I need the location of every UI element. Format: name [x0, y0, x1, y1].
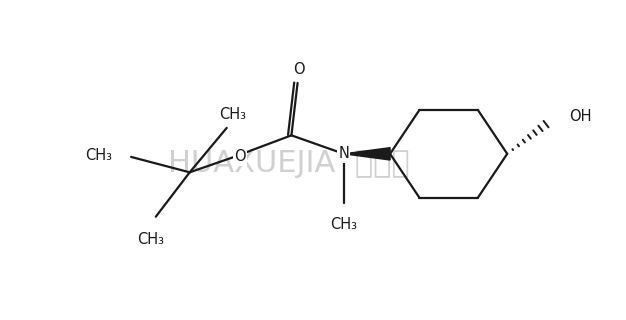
Text: CH₃: CH₃ — [137, 232, 165, 247]
Text: CH₃: CH₃ — [219, 107, 247, 122]
Text: CH₃: CH₃ — [86, 148, 113, 163]
Text: CH₃: CH₃ — [331, 217, 357, 232]
Text: OH: OH — [569, 109, 592, 124]
Text: O: O — [234, 149, 245, 164]
Polygon shape — [344, 148, 390, 160]
Text: N: N — [339, 146, 349, 161]
Text: O: O — [293, 62, 305, 77]
Text: HUAXUEJIA  化学加: HUAXUEJIA 化学加 — [168, 148, 409, 178]
